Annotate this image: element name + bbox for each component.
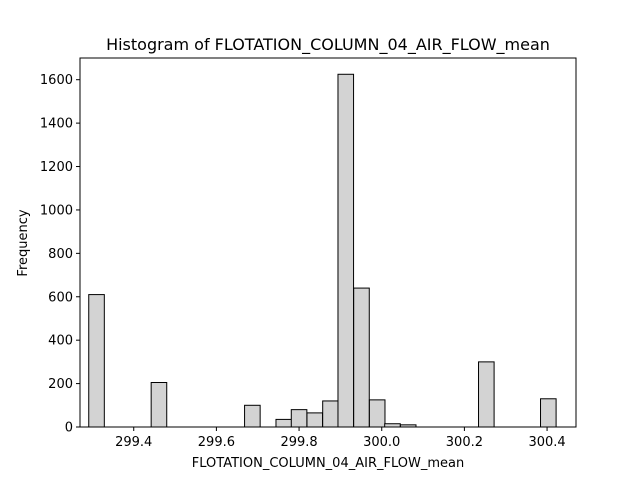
histogram-bar-16 <box>337 73 355 428</box>
y-tick-label: 1400 <box>40 117 73 132</box>
histogram-bar-15 <box>322 400 339 428</box>
chart-title: Histogram of FLOTATION_COLUMN_04_AIR_FLO… <box>106 35 550 55</box>
x-tick-label: 299.8 <box>280 435 317 450</box>
histogram-bar-18 <box>368 399 386 428</box>
x-tick-label: 299.6 <box>198 435 235 450</box>
histogram-bar-12 <box>275 418 293 428</box>
y-tick-label: 1200 <box>40 160 73 175</box>
x-axis: 299.4 299.6 299.8 300.0 300.2 300.4 <box>115 427 566 450</box>
histogram-bar-25 <box>478 361 495 428</box>
y-tick-label: 600 <box>48 290 73 305</box>
bars-layer <box>88 73 557 428</box>
x-tick-label: 300.0 <box>363 435 400 450</box>
histogram-bar-10 <box>244 404 261 428</box>
y-tick-label: 1600 <box>40 73 73 88</box>
histogram-bar-14 <box>306 412 324 428</box>
x-tick-label: 300.4 <box>528 435 565 450</box>
histogram-bar-17 <box>353 287 370 428</box>
histogram-bar-0 <box>88 294 105 428</box>
y-tick-label: 200 <box>48 377 73 392</box>
y-tick-label: 0 <box>65 421 73 436</box>
y-tick-label: 1000 <box>40 203 73 218</box>
x-axis-label: FLOTATION_COLUMN_04_AIR_FLOW_mean <box>192 456 464 471</box>
y-tick-label: 800 <box>48 247 73 262</box>
plot-frame <box>79 57 577 428</box>
y-axis-label: Frequency <box>16 209 31 276</box>
y-tick-label: 400 <box>48 334 73 349</box>
x-tick-label: 300.2 <box>446 435 483 450</box>
x-tick-label: 299.4 <box>115 435 152 450</box>
histogram-bar-13 <box>290 409 308 428</box>
histogram-bar-29 <box>540 398 557 428</box>
histogram-bar-4 <box>150 382 168 428</box>
y-axis: 0 200 400 600 800 1000 1200 1400 1600 <box>40 73 80 436</box>
